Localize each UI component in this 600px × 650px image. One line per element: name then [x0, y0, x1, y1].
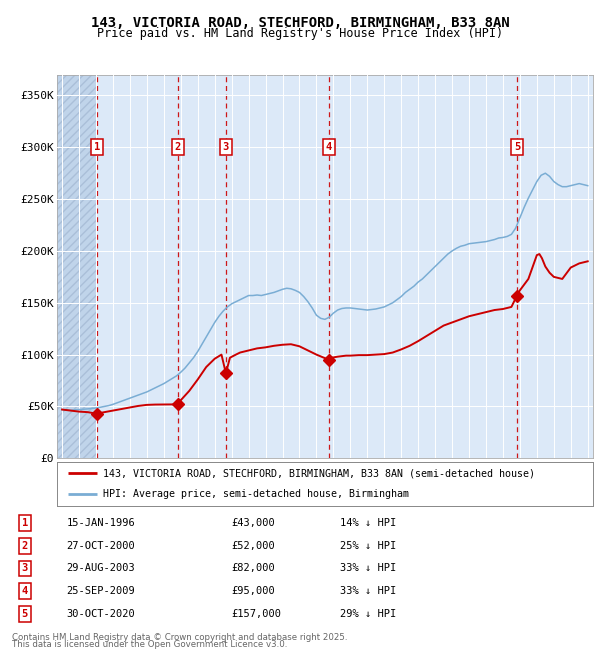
Text: 15-JAN-1996: 15-JAN-1996 — [67, 518, 136, 528]
Text: £82,000: £82,000 — [231, 564, 275, 573]
Text: £52,000: £52,000 — [231, 541, 275, 551]
Text: This data is licensed under the Open Government Licence v3.0.: This data is licensed under the Open Gov… — [12, 640, 287, 649]
Text: 5: 5 — [22, 609, 28, 619]
Text: 33% ↓ HPI: 33% ↓ HPI — [340, 586, 397, 596]
Text: 33% ↓ HPI: 33% ↓ HPI — [340, 564, 397, 573]
Text: 2: 2 — [22, 541, 28, 551]
Text: 143, VICTORIA ROAD, STECHFORD, BIRMINGHAM, B33 8AN (semi-detached house): 143, VICTORIA ROAD, STECHFORD, BIRMINGHA… — [103, 469, 535, 478]
Text: Contains HM Land Registry data © Crown copyright and database right 2025.: Contains HM Land Registry data © Crown c… — [12, 632, 347, 642]
Text: 5: 5 — [514, 142, 520, 152]
Text: £157,000: £157,000 — [231, 609, 281, 619]
Text: HPI: Average price, semi-detached house, Birmingham: HPI: Average price, semi-detached house,… — [103, 489, 409, 499]
Text: 14% ↓ HPI: 14% ↓ HPI — [340, 518, 397, 528]
Text: 25% ↓ HPI: 25% ↓ HPI — [340, 541, 397, 551]
Text: 4: 4 — [22, 586, 28, 596]
Bar — [57, 75, 97, 458]
Text: 29% ↓ HPI: 29% ↓ HPI — [340, 609, 397, 619]
Text: £43,000: £43,000 — [231, 518, 275, 528]
Text: 4: 4 — [326, 142, 332, 152]
Text: 143, VICTORIA ROAD, STECHFORD, BIRMINGHAM, B33 8AN: 143, VICTORIA ROAD, STECHFORD, BIRMINGHA… — [91, 16, 509, 31]
Text: £95,000: £95,000 — [231, 586, 275, 596]
Text: 30-OCT-2020: 30-OCT-2020 — [67, 609, 136, 619]
Text: 29-AUG-2003: 29-AUG-2003 — [67, 564, 136, 573]
Text: 3: 3 — [223, 142, 229, 152]
Text: 27-OCT-2000: 27-OCT-2000 — [67, 541, 136, 551]
Text: 25-SEP-2009: 25-SEP-2009 — [67, 586, 136, 596]
Text: 2: 2 — [175, 142, 181, 152]
Text: 3: 3 — [22, 564, 28, 573]
Text: Price paid vs. HM Land Registry's House Price Index (HPI): Price paid vs. HM Land Registry's House … — [97, 27, 503, 40]
Text: 1: 1 — [94, 142, 100, 152]
Text: 1: 1 — [22, 518, 28, 528]
